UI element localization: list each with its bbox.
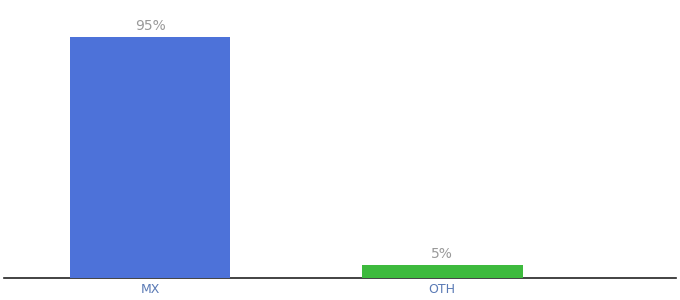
Bar — [362, 265, 522, 278]
Text: 95%: 95% — [135, 19, 165, 33]
Bar — [70, 37, 231, 278]
Text: 5%: 5% — [431, 248, 453, 262]
